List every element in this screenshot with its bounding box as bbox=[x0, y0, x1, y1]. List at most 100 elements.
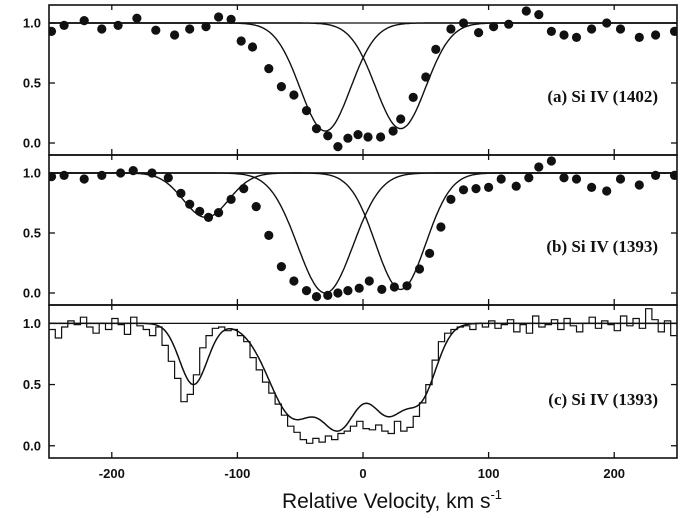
data-point bbox=[333, 288, 343, 298]
data-point bbox=[301, 106, 312, 116]
data-point bbox=[546, 26, 557, 36]
data-point bbox=[289, 276, 299, 286]
data-point bbox=[471, 184, 481, 194]
data-point bbox=[534, 10, 544, 20]
data-point bbox=[524, 173, 534, 183]
data-point bbox=[389, 282, 399, 292]
data-point bbox=[377, 284, 387, 294]
data-point bbox=[323, 131, 333, 141]
panel-c: 1.0 0.5 0.0 (c) Si IV (1393) bbox=[23, 304, 678, 459]
data-point bbox=[147, 168, 157, 178]
y-tick-label: 1.0 bbox=[23, 166, 41, 181]
data-point bbox=[559, 173, 569, 183]
data-point bbox=[239, 184, 249, 194]
data-point bbox=[264, 64, 274, 74]
data-point bbox=[170, 30, 180, 40]
data-point bbox=[421, 72, 431, 82]
data-point bbox=[214, 12, 224, 22]
x-tick-label: -200 bbox=[99, 466, 125, 481]
data-point bbox=[534, 162, 544, 172]
data-point bbox=[128, 166, 138, 176]
model-fit-line bbox=[49, 322, 677, 432]
data-point bbox=[436, 222, 446, 232]
y-tick-label: 0.0 bbox=[23, 438, 41, 453]
y-tick-label: 0.5 bbox=[23, 76, 41, 91]
data-point bbox=[364, 276, 374, 286]
panel-b-label: (b) Si IV (1393) bbox=[546, 237, 658, 256]
data-point bbox=[571, 32, 582, 43]
panel-b: 1.0 0.5 0.0 (b) Si IV (1393) bbox=[23, 154, 678, 306]
data-point bbox=[651, 30, 661, 40]
data-point bbox=[176, 188, 186, 198]
data-point bbox=[669, 170, 677, 180]
data-point bbox=[247, 42, 258, 52]
data-point bbox=[484, 182, 494, 192]
panel-a-frame bbox=[48, 4, 678, 156]
data-point bbox=[236, 36, 246, 46]
panel-c-plot-area bbox=[49, 308, 677, 444]
data-point bbox=[376, 132, 386, 142]
data-point bbox=[185, 24, 195, 34]
observed-spectrum-histogram bbox=[49, 308, 677, 444]
x-tick-label: 100 bbox=[478, 466, 500, 481]
component-profile-3 bbox=[49, 172, 677, 291]
data-point bbox=[226, 14, 236, 24]
data-point bbox=[116, 168, 126, 178]
x-tick-label: -100 bbox=[224, 466, 250, 481]
data-point bbox=[203, 212, 214, 222]
data-point bbox=[311, 124, 322, 134]
component-profile-2 bbox=[49, 172, 677, 294]
data-point bbox=[353, 130, 363, 140]
y-tick-label: 0.5 bbox=[23, 226, 41, 241]
data-point bbox=[559, 30, 569, 40]
data-point bbox=[571, 174, 582, 184]
data-point bbox=[49, 26, 57, 36]
data-point bbox=[333, 142, 343, 152]
data-point bbox=[446, 194, 456, 204]
data-point bbox=[363, 132, 373, 142]
data-point bbox=[151, 25, 161, 35]
data-point bbox=[113, 20, 123, 30]
data-point bbox=[132, 13, 142, 23]
y-tick-label: 0.0 bbox=[23, 286, 41, 301]
data-point bbox=[615, 24, 626, 34]
data-point bbox=[311, 292, 322, 302]
data-point bbox=[496, 174, 506, 184]
data-point bbox=[521, 6, 531, 16]
data-point bbox=[163, 173, 173, 183]
data-point bbox=[343, 133, 353, 143]
data-point bbox=[587, 182, 597, 192]
data-point bbox=[634, 32, 644, 43]
panel-b-plot-area bbox=[49, 156, 677, 302]
data-point bbox=[669, 26, 677, 36]
data-point bbox=[408, 92, 418, 102]
data-point bbox=[546, 156, 557, 166]
y-tick-label: 1.0 bbox=[23, 16, 41, 31]
data-point bbox=[276, 262, 286, 272]
data-point bbox=[214, 208, 224, 218]
data-point bbox=[49, 172, 57, 182]
data-point bbox=[511, 181, 521, 191]
data-point bbox=[489, 22, 499, 32]
data-point bbox=[301, 286, 312, 296]
data-point bbox=[634, 180, 644, 190]
data-point bbox=[474, 27, 484, 38]
panel-a: 1.0 0.5 0.0 (a) Si IV (1402) bbox=[23, 4, 678, 156]
data-point bbox=[195, 206, 205, 216]
component-profile-1 bbox=[49, 22, 677, 132]
data-point bbox=[226, 194, 236, 204]
data-point bbox=[651, 170, 661, 180]
x-axis: -200 -100 0 100 200 bbox=[99, 466, 625, 481]
data-point bbox=[185, 199, 195, 209]
panel-a-label: (a) Si IV (1402) bbox=[547, 87, 658, 106]
panel-c-label: (c) Si IV (1393) bbox=[548, 390, 658, 409]
data-point bbox=[59, 20, 69, 30]
component-profile-2 bbox=[49, 22, 677, 130]
y-tick-label: 1.0 bbox=[23, 316, 41, 331]
data-point bbox=[59, 170, 69, 180]
data-point bbox=[602, 186, 612, 196]
x-axis-title-superscript: -1 bbox=[490, 487, 502, 502]
data-point bbox=[414, 264, 425, 274]
data-point bbox=[396, 114, 406, 124]
data-point bbox=[504, 19, 514, 29]
